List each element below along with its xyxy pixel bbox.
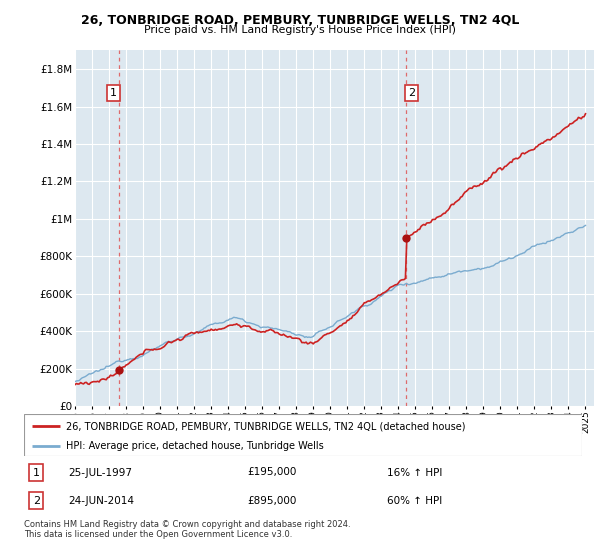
- Text: Price paid vs. HM Land Registry's House Price Index (HPI): Price paid vs. HM Land Registry's House …: [144, 25, 456, 35]
- Text: 1: 1: [110, 88, 117, 98]
- Text: 60% ↑ HPI: 60% ↑ HPI: [387, 496, 442, 506]
- Text: £895,000: £895,000: [247, 496, 296, 506]
- Text: 24-JUN-2014: 24-JUN-2014: [68, 496, 134, 506]
- Text: 16% ↑ HPI: 16% ↑ HPI: [387, 468, 442, 478]
- Text: 2: 2: [408, 88, 415, 98]
- Text: 2: 2: [33, 496, 40, 506]
- Text: 1: 1: [33, 468, 40, 478]
- Text: 25-JUL-1997: 25-JUL-1997: [68, 468, 133, 478]
- Text: £195,000: £195,000: [247, 468, 296, 478]
- Text: HPI: Average price, detached house, Tunbridge Wells: HPI: Average price, detached house, Tunb…: [66, 441, 323, 451]
- Text: 26, TONBRIDGE ROAD, PEMBURY, TUNBRIDGE WELLS, TN2 4QL: 26, TONBRIDGE ROAD, PEMBURY, TUNBRIDGE W…: [81, 14, 519, 27]
- Text: 26, TONBRIDGE ROAD, PEMBURY, TUNBRIDGE WELLS, TN2 4QL (detached house): 26, TONBRIDGE ROAD, PEMBURY, TUNBRIDGE W…: [66, 421, 466, 431]
- Text: Contains HM Land Registry data © Crown copyright and database right 2024.
This d: Contains HM Land Registry data © Crown c…: [24, 520, 350, 539]
- FancyBboxPatch shape: [24, 414, 582, 456]
